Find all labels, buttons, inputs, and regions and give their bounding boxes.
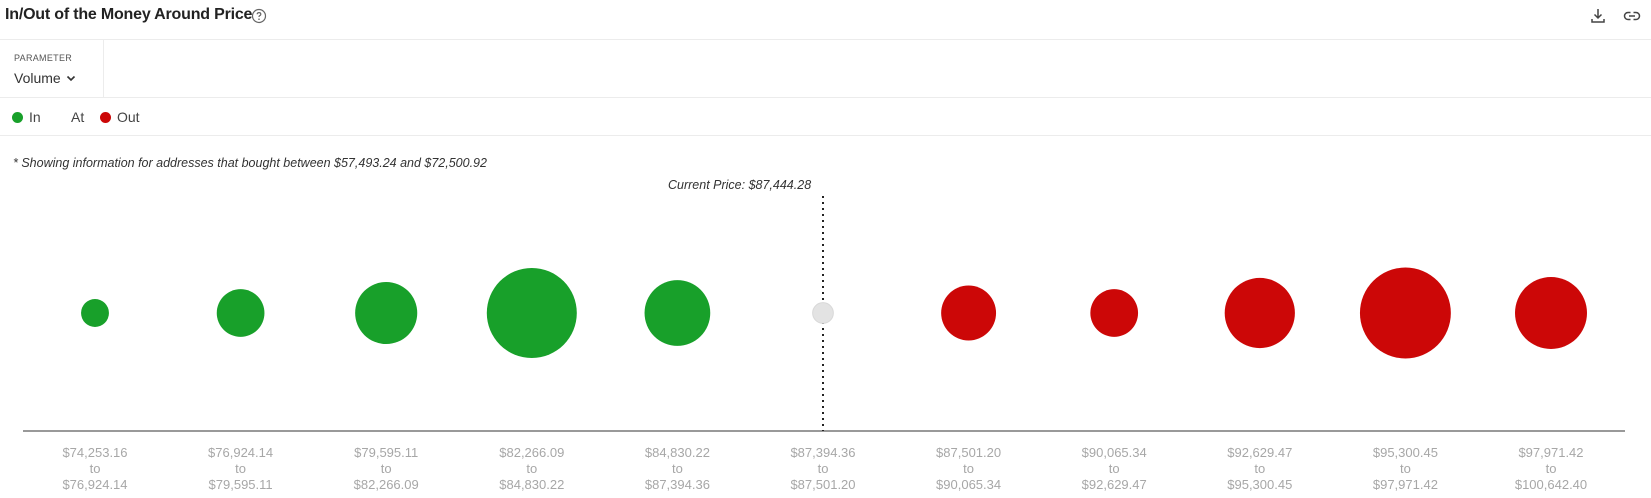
tick-label-connector: to [672, 461, 683, 476]
tick-label-from: $84,830.22 [645, 445, 710, 460]
legend: In At Out [0, 98, 1651, 136]
current-price-label: Current Price: $87,444.28 [668, 178, 812, 192]
tick-label-connector: to [1546, 461, 1557, 476]
tick-label-connector: to [1109, 461, 1120, 476]
bubble-in-2 [355, 281, 418, 345]
tick-label-from: $76,924.14 [208, 445, 273, 460]
tick-label-from: $97,971.42 [1518, 445, 1583, 460]
tick-label-to: $82,266.09 [354, 477, 419, 492]
tick-label-from: $92,629.47 [1227, 445, 1292, 460]
bubble-out-9 [1359, 267, 1451, 359]
tick-label-to: $84,830.22 [499, 477, 564, 492]
help-icon[interactable] [251, 8, 267, 24]
bubble-out-7 [1090, 289, 1139, 337]
header-bar: In/Out of the Money Around Price [0, 0, 1651, 40]
parameter-row: PARAMETER Volume [0, 40, 1651, 98]
legend-item-out[interactable]: Out [100, 109, 140, 125]
tick-label-to: $95,300.45 [1227, 477, 1292, 492]
tick-label-from: $87,394.36 [790, 445, 855, 460]
tick-label-from: $95,300.45 [1373, 445, 1438, 460]
parameter-value: Volume [14, 70, 61, 86]
bubble-out-8 [1224, 277, 1295, 349]
tick-label-connector: to [381, 461, 392, 476]
tick-label-to: $76,924.14 [62, 477, 127, 492]
range-note: * Showing information for addresses that… [13, 156, 487, 170]
bubble-in-0 [81, 299, 109, 327]
tick-label-to: $87,501.20 [790, 477, 855, 492]
legend-in-dot [12, 111, 23, 123]
tick-label-from: $79,595.11 [354, 445, 418, 460]
parameter-selector: PARAMETER Volume [0, 40, 104, 98]
tick-label-connector: to [526, 461, 537, 476]
legend-out-dot [100, 111, 111, 123]
bubble-out-6 [941, 285, 997, 341]
tick-label-to: $100,642.40 [1515, 477, 1587, 492]
legend-out-label: Out [117, 109, 140, 125]
tick-label-connector: to [235, 461, 246, 476]
bubble-at-5 [812, 302, 834, 324]
tick-label-to: $79,595.11 [209, 477, 273, 492]
bubble-out-10 [1515, 277, 1587, 349]
tick-label-connector: to [818, 461, 829, 476]
legend-in-label: In [29, 109, 41, 125]
legend-item-at[interactable]: At [71, 109, 84, 125]
tick-label-from: $90,065.34 [1082, 445, 1147, 460]
tick-label-connector: to [1254, 461, 1265, 476]
chevron-down-icon [66, 75, 75, 82]
bubble-in-3 [486, 268, 577, 358]
tick-label-connector: to [1400, 461, 1411, 476]
tick-label-from: $74,253.16 [62, 445, 127, 460]
bubble-in-4 [644, 280, 711, 346]
link-icon[interactable] [1623, 7, 1641, 25]
tick-label-connector: to [90, 461, 101, 476]
page-title: In/Out of the Money Around Price [5, 6, 253, 23]
parameter-dropdown[interactable]: Volume [14, 70, 77, 86]
tick-label-to: $90,065.34 [936, 477, 1001, 492]
download-icon[interactable] [1589, 7, 1607, 25]
legend-item-in[interactable]: In [12, 109, 41, 125]
tick-label-from: $82,266.09 [499, 445, 564, 460]
tick-label-from: $87,501.20 [936, 445, 1001, 460]
tick-label-connector: to [963, 461, 974, 476]
tick-label-to: $97,971.42 [1373, 477, 1438, 492]
legend-at-label: At [71, 109, 85, 125]
tick-label-to: $87,394.36 [645, 477, 710, 492]
bubble-in-1 [216, 289, 265, 337]
tick-label-to: $92,629.47 [1082, 477, 1147, 492]
parameter-label: PARAMETER [14, 53, 73, 63]
